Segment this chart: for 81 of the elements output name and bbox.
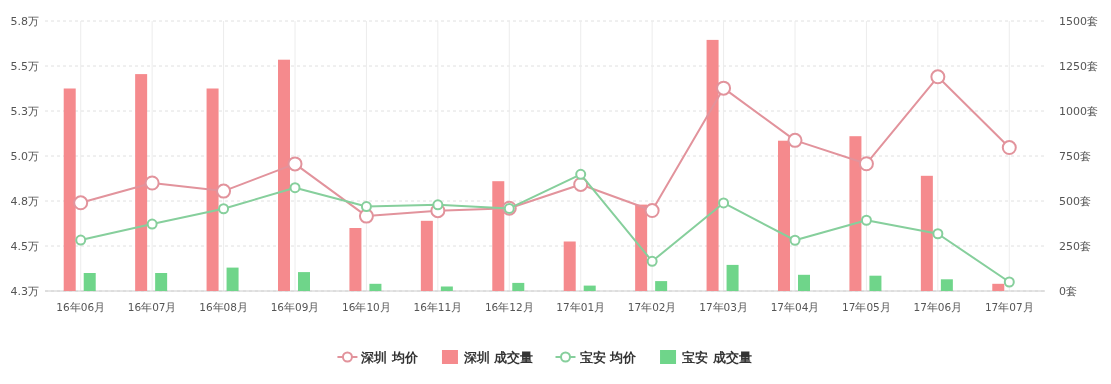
x-tick-label: 17年04月 <box>770 301 820 313</box>
bar <box>226 267 239 291</box>
x-tick-label: 16年12月 <box>484 301 534 313</box>
point <box>1003 276 1015 288</box>
point <box>144 175 160 191</box>
x-tick-label: 16年07月 <box>127 301 177 313</box>
y2-tick-label: 0套 <box>1059 285 1077 298</box>
bar <box>920 175 933 291</box>
x-tick-label: 16年11月 <box>413 301 463 313</box>
bar <box>349 228 362 291</box>
legend-label: 深圳 均价 <box>360 350 419 365</box>
bar <box>63 88 76 291</box>
point <box>718 197 730 209</box>
bar <box>992 283 1005 291</box>
x-tick-label: 17年01月 <box>556 301 606 313</box>
x-tick-label: 16年06月 <box>56 301 106 313</box>
y2-tick-label: 250套 <box>1059 240 1091 253</box>
y-tick-label: 4.3万 <box>10 285 39 298</box>
point <box>146 218 158 230</box>
bar <box>492 181 505 291</box>
point <box>432 199 444 211</box>
bar <box>278 59 290 291</box>
bar <box>940 279 953 291</box>
x-tick-label: 17年03月 <box>699 301 748 313</box>
y2-tick-label: 1000套 <box>1059 105 1098 118</box>
point <box>289 182 301 194</box>
y2-tick-label: 500套 <box>1059 195 1091 208</box>
y-tick-label: 4.8万 <box>10 195 39 208</box>
bar <box>512 282 525 291</box>
bar <box>726 264 739 291</box>
bar <box>869 275 882 291</box>
bar <box>798 274 810 291</box>
bar <box>298 272 310 291</box>
bar <box>635 204 648 291</box>
point <box>860 214 872 226</box>
point <box>644 203 660 219</box>
legend-label: 宝安 成交量 <box>682 350 752 365</box>
x-tick-label: 17年05月 <box>842 301 891 313</box>
point <box>75 234 87 246</box>
x-tick-label: 17年07月 <box>984 301 1034 313</box>
bar <box>583 285 596 291</box>
bar <box>655 281 668 291</box>
point <box>787 132 803 148</box>
point <box>73 195 89 211</box>
y2-tick-label: 1500套 <box>1059 15 1098 28</box>
x-tick-label: 16年10月 <box>342 301 391 313</box>
point <box>218 203 230 215</box>
legend-label: 宝安 均价 <box>579 350 638 365</box>
point <box>858 156 874 172</box>
x-tick-label: 16年09月 <box>270 301 320 313</box>
point <box>287 156 303 172</box>
x-tick-label: 17年06月 <box>913 301 963 313</box>
y2-tick-label: 1250套 <box>1059 60 1098 73</box>
point <box>789 234 801 246</box>
y2-tick-label: 750套 <box>1059 150 1091 163</box>
bar <box>849 136 862 291</box>
point <box>646 255 658 267</box>
x-tick-label: 17年02月 <box>627 301 677 313</box>
y-tick-label: 5.0万 <box>10 150 39 163</box>
y-tick-label: 4.5万 <box>10 240 39 253</box>
bar <box>83 273 96 291</box>
bar <box>206 88 219 291</box>
bar <box>778 140 790 291</box>
y-tick-label: 5.8万 <box>10 15 39 28</box>
legend-label: 深圳 成交量 <box>462 350 534 365</box>
point <box>360 201 372 213</box>
y-tick-label: 5.3万 <box>10 105 39 118</box>
bar <box>706 39 719 291</box>
point <box>932 228 944 240</box>
bar <box>135 74 148 291</box>
bar <box>563 241 576 291</box>
point <box>930 69 946 85</box>
x-tick-label: 16年08月 <box>199 301 248 313</box>
point <box>1001 140 1017 156</box>
bar <box>369 283 382 291</box>
point <box>575 168 587 180</box>
bar <box>155 273 168 291</box>
point <box>216 183 232 199</box>
point <box>716 80 732 96</box>
y-tick-label: 5.5万 <box>10 60 39 73</box>
bar <box>420 220 433 291</box>
